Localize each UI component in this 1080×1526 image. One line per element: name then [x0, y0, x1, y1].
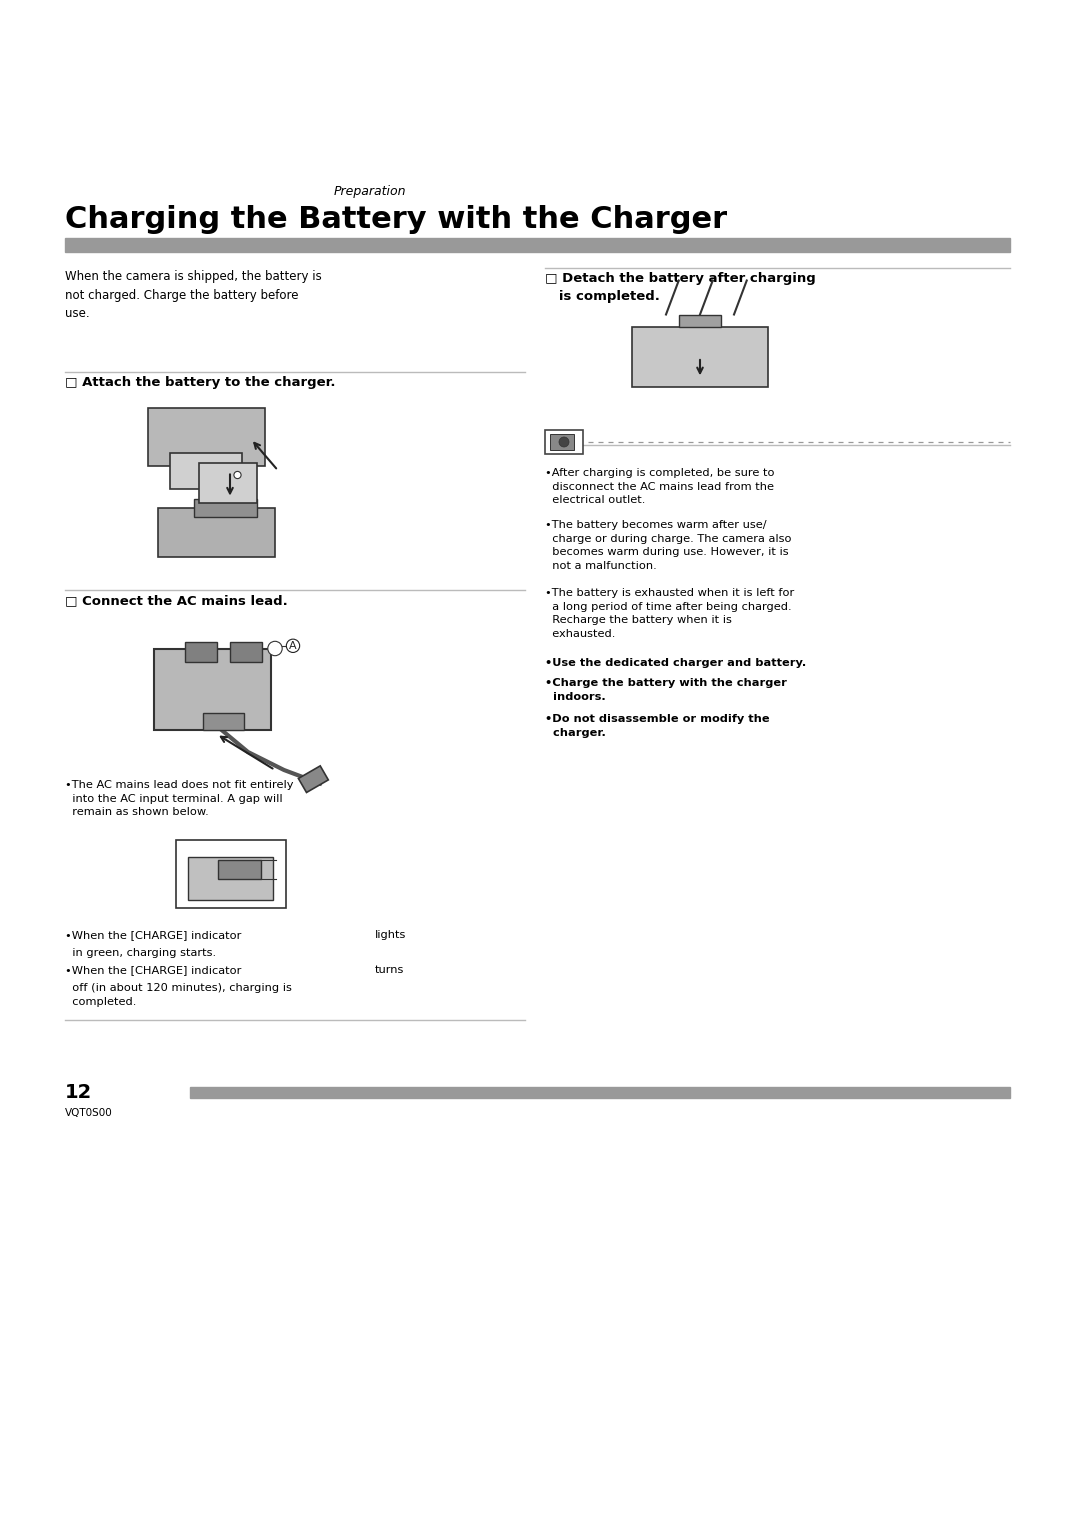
- Text: •After charging is completed, be sure to
  disconnect the AC mains lead from the: •After charging is completed, be sure to…: [545, 468, 774, 505]
- Bar: [188, 858, 273, 900]
- Text: □ Connect the AC mains lead.: □ Connect the AC mains lead.: [65, 594, 287, 607]
- Bar: [153, 649, 270, 729]
- Text: off (in about 120 minutes), charging is
  completed.: off (in about 120 minutes), charging is …: [65, 983, 292, 1007]
- Bar: [218, 859, 260, 879]
- Bar: [298, 766, 328, 792]
- Bar: [175, 841, 286, 908]
- Text: •The AC mains lead does not fit entirely
  into the AC input terminal. A gap wil: •The AC mains lead does not fit entirely…: [65, 780, 294, 818]
- Text: When the camera is shipped, the battery is
not charged. Charge the battery befor: When the camera is shipped, the battery …: [65, 270, 322, 320]
- Bar: [230, 642, 261, 662]
- Text: •When the [CHARGE] indicator: •When the [CHARGE] indicator: [65, 929, 241, 940]
- Circle shape: [234, 472, 241, 479]
- Bar: [550, 433, 573, 450]
- Text: □ Attach the battery to the charger.: □ Attach the battery to the charger.: [65, 375, 336, 389]
- Bar: [203, 713, 243, 729]
- Text: A: A: [289, 641, 297, 650]
- Text: 12: 12: [65, 1082, 92, 1102]
- Text: lights: lights: [375, 929, 406, 940]
- Bar: [632, 327, 768, 386]
- Text: •Charge the battery with the charger
  indoors.: •Charge the battery with the charger ind…: [545, 678, 787, 702]
- Bar: [199, 462, 257, 504]
- Text: •When the [CHARGE] indicator: •When the [CHARGE] indicator: [65, 964, 241, 975]
- Text: Charging the Battery with the Charger: Charging the Battery with the Charger: [65, 204, 727, 233]
- Circle shape: [268, 641, 282, 656]
- Text: in green, charging starts.: in green, charging starts.: [65, 948, 216, 958]
- Bar: [185, 642, 216, 662]
- Bar: [65, 238, 1010, 252]
- Text: turns: turns: [375, 964, 404, 975]
- Text: •Use the dedicated charger and battery.: •Use the dedicated charger and battery.: [545, 658, 807, 668]
- Text: Preparation: Preparation: [334, 185, 406, 198]
- Text: •Do not disassemble or modify the
  charger.: •Do not disassemble or modify the charge…: [545, 714, 770, 737]
- Text: VQT0S00: VQT0S00: [65, 1108, 112, 1119]
- Circle shape: [559, 436, 569, 447]
- Bar: [194, 499, 257, 516]
- Bar: [170, 453, 242, 488]
- Bar: [190, 1087, 1010, 1099]
- Bar: [158, 508, 275, 557]
- Bar: [678, 314, 721, 327]
- Bar: [545, 430, 583, 455]
- Text: •The battery becomes warm after use/
  charge or during charge. The camera also
: •The battery becomes warm after use/ cha…: [545, 520, 792, 571]
- Text: •The battery is exhausted when it is left for
  a long period of time after bein: •The battery is exhausted when it is lef…: [545, 588, 794, 639]
- Text: □ Detach the battery after charging
   is completed.: □ Detach the battery after charging is c…: [545, 272, 815, 304]
- Bar: [148, 407, 265, 465]
